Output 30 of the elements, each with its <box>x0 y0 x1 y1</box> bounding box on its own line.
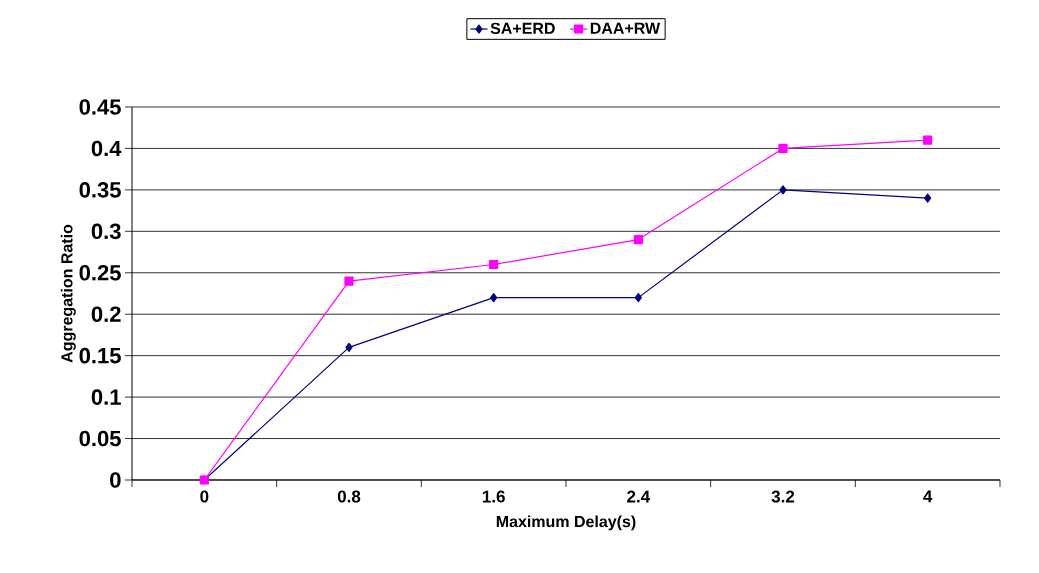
y-tick-label: 0.25 <box>79 264 121 281</box>
y-tick-label: 0.3 <box>91 223 121 240</box>
y-tick-label: 0.4 <box>91 140 122 157</box>
x-tick-label: 4 <box>923 490 933 503</box>
x-tick-label: 2.4 <box>627 490 651 503</box>
point <box>345 342 353 352</box>
x-tick-label: 0 <box>200 490 209 503</box>
point <box>924 193 932 203</box>
y-axis-title: Aggregation Ratio <box>60 224 76 363</box>
legend-label: DAA+RW <box>590 22 661 34</box>
y-tick-label: 0.35 <box>79 182 121 198</box>
y-tick-label: 0.2 <box>91 306 121 322</box>
y-tick-label: 0.05 <box>79 430 121 447</box>
point <box>490 293 498 303</box>
x-tick-label: 0.8 <box>337 490 361 503</box>
point <box>923 135 933 145</box>
y-tick-label: 0 <box>110 472 121 488</box>
point <box>344 276 354 286</box>
point <box>489 259 499 270</box>
point <box>778 143 788 154</box>
y-tick-label: 0.15 <box>79 347 121 364</box>
y-tick-label: 0.45 <box>79 99 121 115</box>
x-tick-label: 3.2 <box>771 490 795 503</box>
y-tick-label: 0.1 <box>91 389 121 405</box>
point <box>634 293 642 303</box>
point <box>633 235 643 245</box>
x-tick-label: 1.6 <box>482 490 505 503</box>
point <box>779 185 787 195</box>
x-axis-title: Maximum Delay(s) <box>496 515 636 531</box>
legend-label: SA+ERD <box>490 22 555 35</box>
